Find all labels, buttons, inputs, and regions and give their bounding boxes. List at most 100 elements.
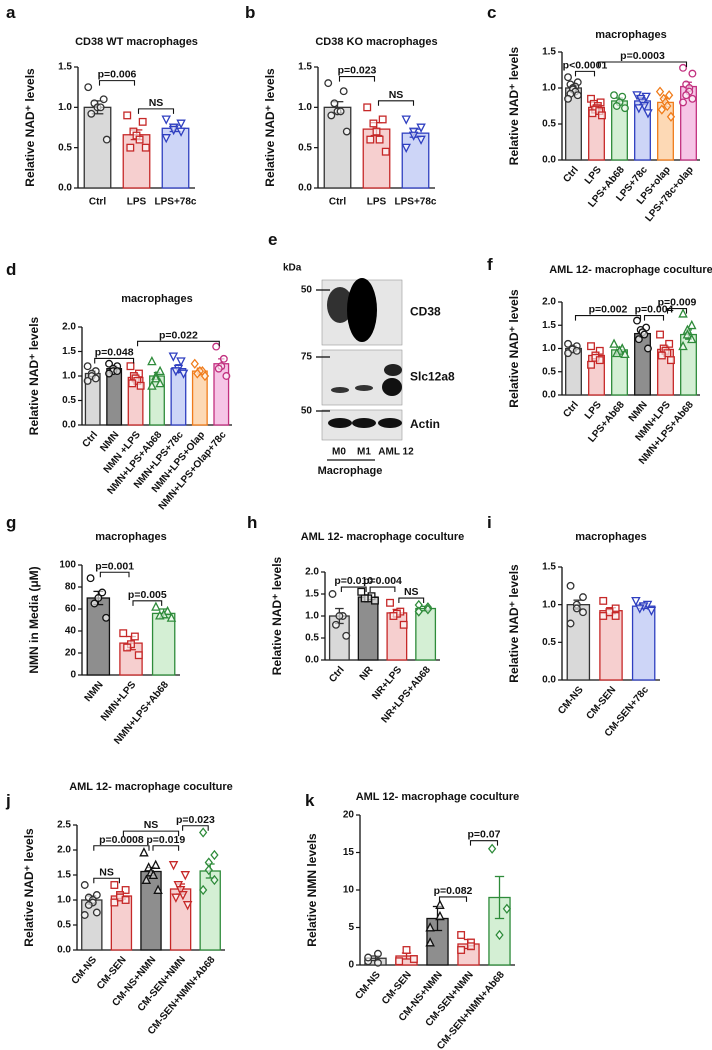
y-tick-label: 0.5 [298,142,312,153]
data-point [123,111,132,120]
data-point [609,338,619,348]
data-point [99,95,108,104]
panel-d: d macrophages Relative NAD⁺ levels 0.0 0.5 1.… [6,260,232,512]
y-tick-label: 1.5 [62,346,76,357]
bar [323,106,352,189]
data-point [84,901,93,909]
significance-label: p=0.019 [146,834,185,846]
data-point [342,631,351,640]
significance-bracket [574,315,642,321]
y-tick-label: 1.0 [58,102,72,113]
data-point [612,102,621,110]
panel-title: AML 12- macrophage coculture [301,531,465,543]
data-point [587,360,595,369]
data-point [682,91,691,100]
kda-marker: 50 [301,406,313,417]
group-label: Macrophage [318,465,383,477]
data-point [204,864,213,876]
significance-bracket [122,830,180,837]
y-tick-label: 2.0 [305,567,319,578]
band [382,378,402,396]
x-tick-label: CM-NS [70,954,100,986]
data-point [564,94,572,103]
data-point [166,612,177,622]
data-point [687,319,697,330]
data-point [631,596,641,607]
data-point [214,364,223,373]
data-point [90,599,99,608]
data-point [332,620,340,629]
data-point [136,381,145,390]
significance-label: p=0.023 [176,814,215,826]
panel-title: macrophages [121,293,193,305]
y-axis-label: Relative NAD⁺ levels [507,564,521,683]
data-point [171,893,181,903]
panel-title: CD38 WT macrophages [75,36,198,48]
band [328,418,352,428]
data-point [105,369,113,378]
data-point [161,115,171,125]
significance-label: p=0.0003 [620,50,665,62]
significance-bracket [469,840,499,846]
significance-label: p=0.009 [658,297,697,309]
significance-bracket [666,308,688,314]
data-point [178,891,188,901]
y-tick-label: 100 [59,560,76,571]
data-point [86,574,95,583]
y-tick-label: 1.0 [57,895,71,906]
data-point [579,593,587,602]
data-point [161,134,171,144]
data-point [588,109,597,118]
data-point [102,135,111,144]
x-tick-label: Ctrl [89,197,106,208]
significance-bracket [152,845,180,851]
significance-label: p=0.022 [159,329,198,341]
x-tick-label: Ctrl [561,164,581,184]
y-tick-label: 1.5 [57,870,71,881]
panel-title: AML 12- macrophage coculture [69,781,233,793]
data-point [634,104,644,114]
bar [199,870,221,951]
data-point [135,135,144,144]
data-point [98,588,107,597]
x-tick-label: Ctrl [81,429,101,449]
y-axis-label: Relative NAD⁺ levels [507,46,521,165]
bar [357,596,379,661]
bar [386,612,408,661]
data-point [620,348,630,359]
data-point [667,356,675,365]
data-point [141,874,152,884]
data-point [155,610,165,620]
data-point [495,929,504,941]
y-tick-label: 1.5 [58,62,72,73]
significance-bracket [398,597,425,604]
data-point [666,111,676,122]
data-point [644,344,652,353]
data-point [84,83,93,92]
data-point [126,362,135,371]
y-tick-label: 0.0 [62,420,76,431]
significance-bracket [438,896,468,902]
data-point [363,103,372,112]
x-tick-label: CM-NS [353,969,383,1001]
significance-bracket [574,70,596,77]
panel-f: f AML 12- macrophage coculture Relative NA… [487,255,712,467]
y-tick-label: 1.0 [62,371,76,382]
data-point [151,373,161,383]
data-point [96,103,105,112]
x-tick-label: LPS [367,197,387,208]
data-point [80,911,89,919]
data-point [92,891,101,899]
data-point [222,372,231,380]
significance-bracket [99,571,130,578]
panel-letter: k [305,791,315,810]
data-point [374,958,382,967]
data-point [381,147,390,156]
data-point [657,351,666,360]
y-tick-label: 0.0 [305,655,319,666]
data-point [94,594,103,602]
data-point [91,374,100,383]
data-point [599,596,608,605]
significance-label: p=0.001 [95,560,134,572]
